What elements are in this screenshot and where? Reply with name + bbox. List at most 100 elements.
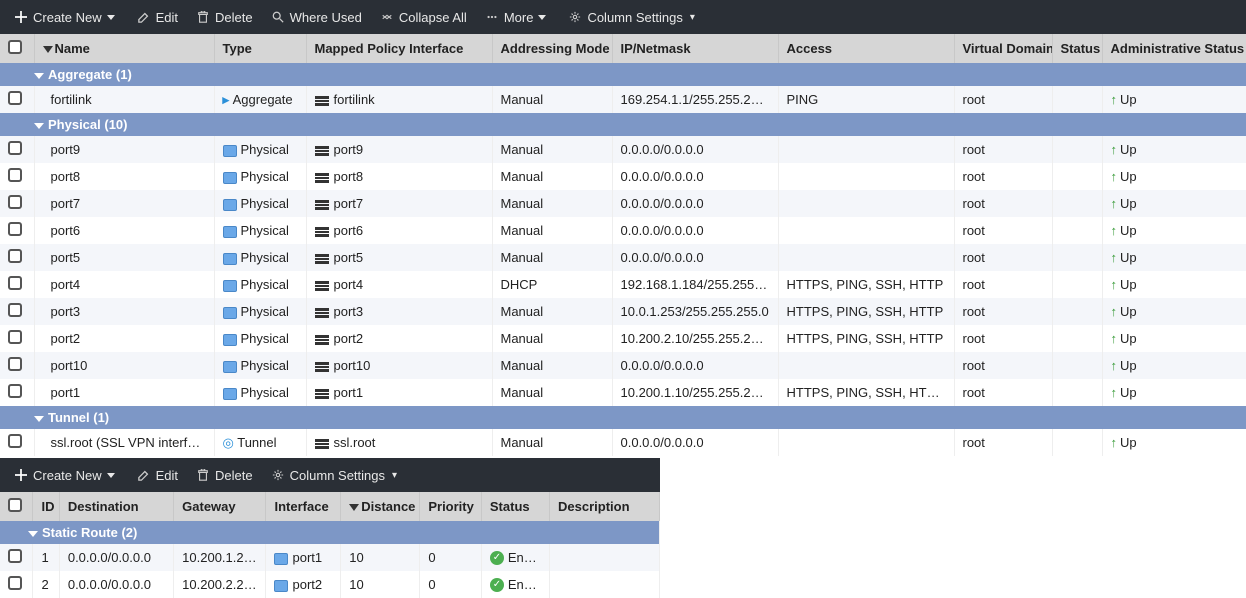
row-checkbox[interactable] bbox=[8, 195, 22, 209]
col-ip[interactable]: IP/Netmask bbox=[612, 34, 778, 63]
group-row[interactable]: Tunnel (1) bbox=[0, 406, 1246, 429]
aggregate-icon: ▸ bbox=[223, 92, 233, 107]
interface-icon bbox=[315, 335, 329, 345]
table-row[interactable]: port9Physicalport9Manual0.0.0.0/0.0.0.0r… bbox=[0, 136, 1246, 163]
table-row[interactable]: port5Physicalport5Manual0.0.0.0/0.0.0.0r… bbox=[0, 244, 1246, 271]
table-row[interactable]: port1Physicalport1Manual10.200.1.10/255.… bbox=[0, 379, 1246, 406]
column-settings-button[interactable]: Column Settings ▾ bbox=[560, 6, 702, 29]
interface-icon bbox=[315, 227, 329, 237]
rt-col-id[interactable]: ID bbox=[33, 492, 59, 521]
cell-access bbox=[778, 136, 954, 163]
route-row[interactable]: 10.0.0.0/0.0.0.010.200.1.254port1100✓Ena… bbox=[0, 544, 660, 571]
cell-vdom: root bbox=[954, 217, 1052, 244]
sort-desc-icon bbox=[43, 46, 53, 53]
row-checkbox[interactable] bbox=[8, 576, 22, 590]
row-checkbox[interactable] bbox=[8, 384, 22, 398]
table-row[interactable]: port4Physicalport4DHCP192.168.1.184/255.… bbox=[0, 271, 1246, 298]
cell-mapped: port10 bbox=[306, 352, 492, 379]
col-vdom[interactable]: Virtual Domain bbox=[954, 34, 1052, 63]
cell-status bbox=[1052, 86, 1102, 113]
group-row[interactable]: Physical (10) bbox=[0, 113, 1246, 136]
rt-col-dest[interactable]: Destination bbox=[59, 492, 173, 521]
table-row[interactable]: port2Physicalport2Manual10.200.2.10/255.… bbox=[0, 325, 1246, 352]
cell-distance: 10 bbox=[341, 544, 420, 571]
routes-column-settings-button[interactable]: Column Settings ▾ bbox=[263, 464, 405, 487]
cell-name: port9 bbox=[34, 136, 214, 163]
collapse-all-button[interactable]: Collapse All bbox=[372, 6, 475, 29]
col-mapped[interactable]: Mapped Policy Interface bbox=[306, 34, 492, 63]
group-row[interactable]: Aggregate (1) bbox=[0, 63, 1246, 86]
cell-access bbox=[778, 190, 954, 217]
rt-col-status[interactable]: Status bbox=[481, 492, 549, 521]
create-new-button[interactable]: Create New bbox=[6, 6, 127, 29]
cell-addr-mode: Manual bbox=[492, 379, 612, 406]
select-all-header[interactable] bbox=[0, 34, 34, 63]
row-checkbox[interactable] bbox=[8, 357, 22, 371]
cell-admin-status: ↑Up bbox=[1102, 190, 1246, 217]
row-checkbox[interactable] bbox=[8, 434, 22, 448]
edit-button[interactable]: Edit bbox=[129, 6, 186, 29]
row-checkbox[interactable] bbox=[8, 303, 22, 317]
cell-admin-status: ↑Up bbox=[1102, 244, 1246, 271]
row-checkbox[interactable] bbox=[8, 549, 22, 563]
up-arrow-icon: ↑ bbox=[1111, 223, 1118, 238]
where-used-button[interactable]: Where Used bbox=[263, 6, 370, 29]
cell-vdom: root bbox=[954, 86, 1052, 113]
table-row[interactable]: port10Physicalport10Manual0.0.0.0/0.0.0.… bbox=[0, 352, 1246, 379]
cell-admin-status: ↑Up bbox=[1102, 86, 1246, 113]
cell-vdom: root bbox=[954, 163, 1052, 190]
checkbox-icon[interactable] bbox=[8, 40, 22, 54]
table-row[interactable]: port6Physicalport6Manual0.0.0.0/0.0.0.0r… bbox=[0, 217, 1246, 244]
rt-col-gateway[interactable]: Gateway bbox=[174, 492, 266, 521]
routes-group-row[interactable]: Static Route (2) bbox=[0, 521, 660, 544]
table-row[interactable]: ssl.root (SSL VPN interface)◎ Tunnelssl.… bbox=[0, 429, 1246, 456]
cell-access bbox=[778, 244, 954, 271]
table-row[interactable]: port3Physicalport3Manual10.0.1.253/255.2… bbox=[0, 298, 1246, 325]
col-access[interactable]: Access bbox=[778, 34, 954, 63]
cell-admin-status: ↑Up bbox=[1102, 217, 1246, 244]
interface-icon bbox=[315, 254, 329, 264]
routes-edit-button[interactable]: Edit bbox=[129, 464, 186, 487]
row-checkbox[interactable] bbox=[8, 276, 22, 290]
cell-type: ▸ Aggregate bbox=[214, 86, 306, 113]
col-name[interactable]: Name bbox=[34, 34, 214, 63]
table-row[interactable]: port8Physicalport8Manual0.0.0.0/0.0.0.0r… bbox=[0, 163, 1246, 190]
cell-access: HTTPS, PING, SSH, HTTP, F bbox=[778, 379, 954, 406]
table-row[interactable]: port7Physicalport7Manual0.0.0.0/0.0.0.0r… bbox=[0, 190, 1246, 217]
cell-mapped: ssl.root bbox=[306, 429, 492, 456]
checkbox-icon[interactable] bbox=[8, 498, 22, 512]
col-addr-mode[interactable]: Addressing Mode bbox=[492, 34, 612, 63]
row-checkbox[interactable] bbox=[8, 249, 22, 263]
collapse-icon bbox=[380, 10, 394, 24]
cell-type: Physical bbox=[214, 298, 306, 325]
cell-ip: 0.0.0.0/0.0.0.0 bbox=[612, 163, 778, 190]
edit-icon bbox=[137, 468, 151, 482]
rt-col-desc[interactable]: Description bbox=[550, 492, 660, 521]
table-row[interactable]: fortilink▸ AggregatefortilinkManual169.2… bbox=[0, 86, 1246, 113]
routes-delete-button[interactable]: Delete bbox=[188, 464, 261, 487]
rt-col-distance[interactable]: Distance bbox=[341, 492, 420, 521]
routes-create-new-button[interactable]: Create New bbox=[6, 464, 127, 487]
cell-mapped: fortilink bbox=[306, 86, 492, 113]
cell-name: ssl.root (SSL VPN interface) bbox=[34, 429, 214, 456]
row-checkbox[interactable] bbox=[8, 168, 22, 182]
cell-name: port5 bbox=[34, 244, 214, 271]
cell-name: port6 bbox=[34, 217, 214, 244]
rt-col-priority[interactable]: Priority bbox=[420, 492, 482, 521]
rt-col-iface[interactable]: Interface bbox=[266, 492, 341, 521]
row-checkbox[interactable] bbox=[8, 222, 22, 236]
col-status[interactable]: Status bbox=[1052, 34, 1102, 63]
trash-icon bbox=[196, 10, 210, 24]
cell-id: 2 bbox=[33, 571, 59, 598]
routes-select-all[interactable] bbox=[0, 492, 33, 521]
delete-button[interactable]: Delete bbox=[188, 6, 261, 29]
row-checkbox[interactable] bbox=[8, 91, 22, 105]
row-checkbox[interactable] bbox=[8, 141, 22, 155]
col-admin-status[interactable]: Administrative Status bbox=[1102, 34, 1246, 63]
cell-access: HTTPS, PING, SSH, HTTP bbox=[778, 325, 954, 352]
route-row[interactable]: 20.0.0.0/0.0.0.010.200.2.254port2100✓Ena… bbox=[0, 571, 660, 598]
more-button[interactable]: More bbox=[477, 6, 559, 29]
row-checkbox[interactable] bbox=[8, 330, 22, 344]
cell-dest: 0.0.0.0/0.0.0.0 bbox=[59, 544, 173, 571]
col-type[interactable]: Type bbox=[214, 34, 306, 63]
